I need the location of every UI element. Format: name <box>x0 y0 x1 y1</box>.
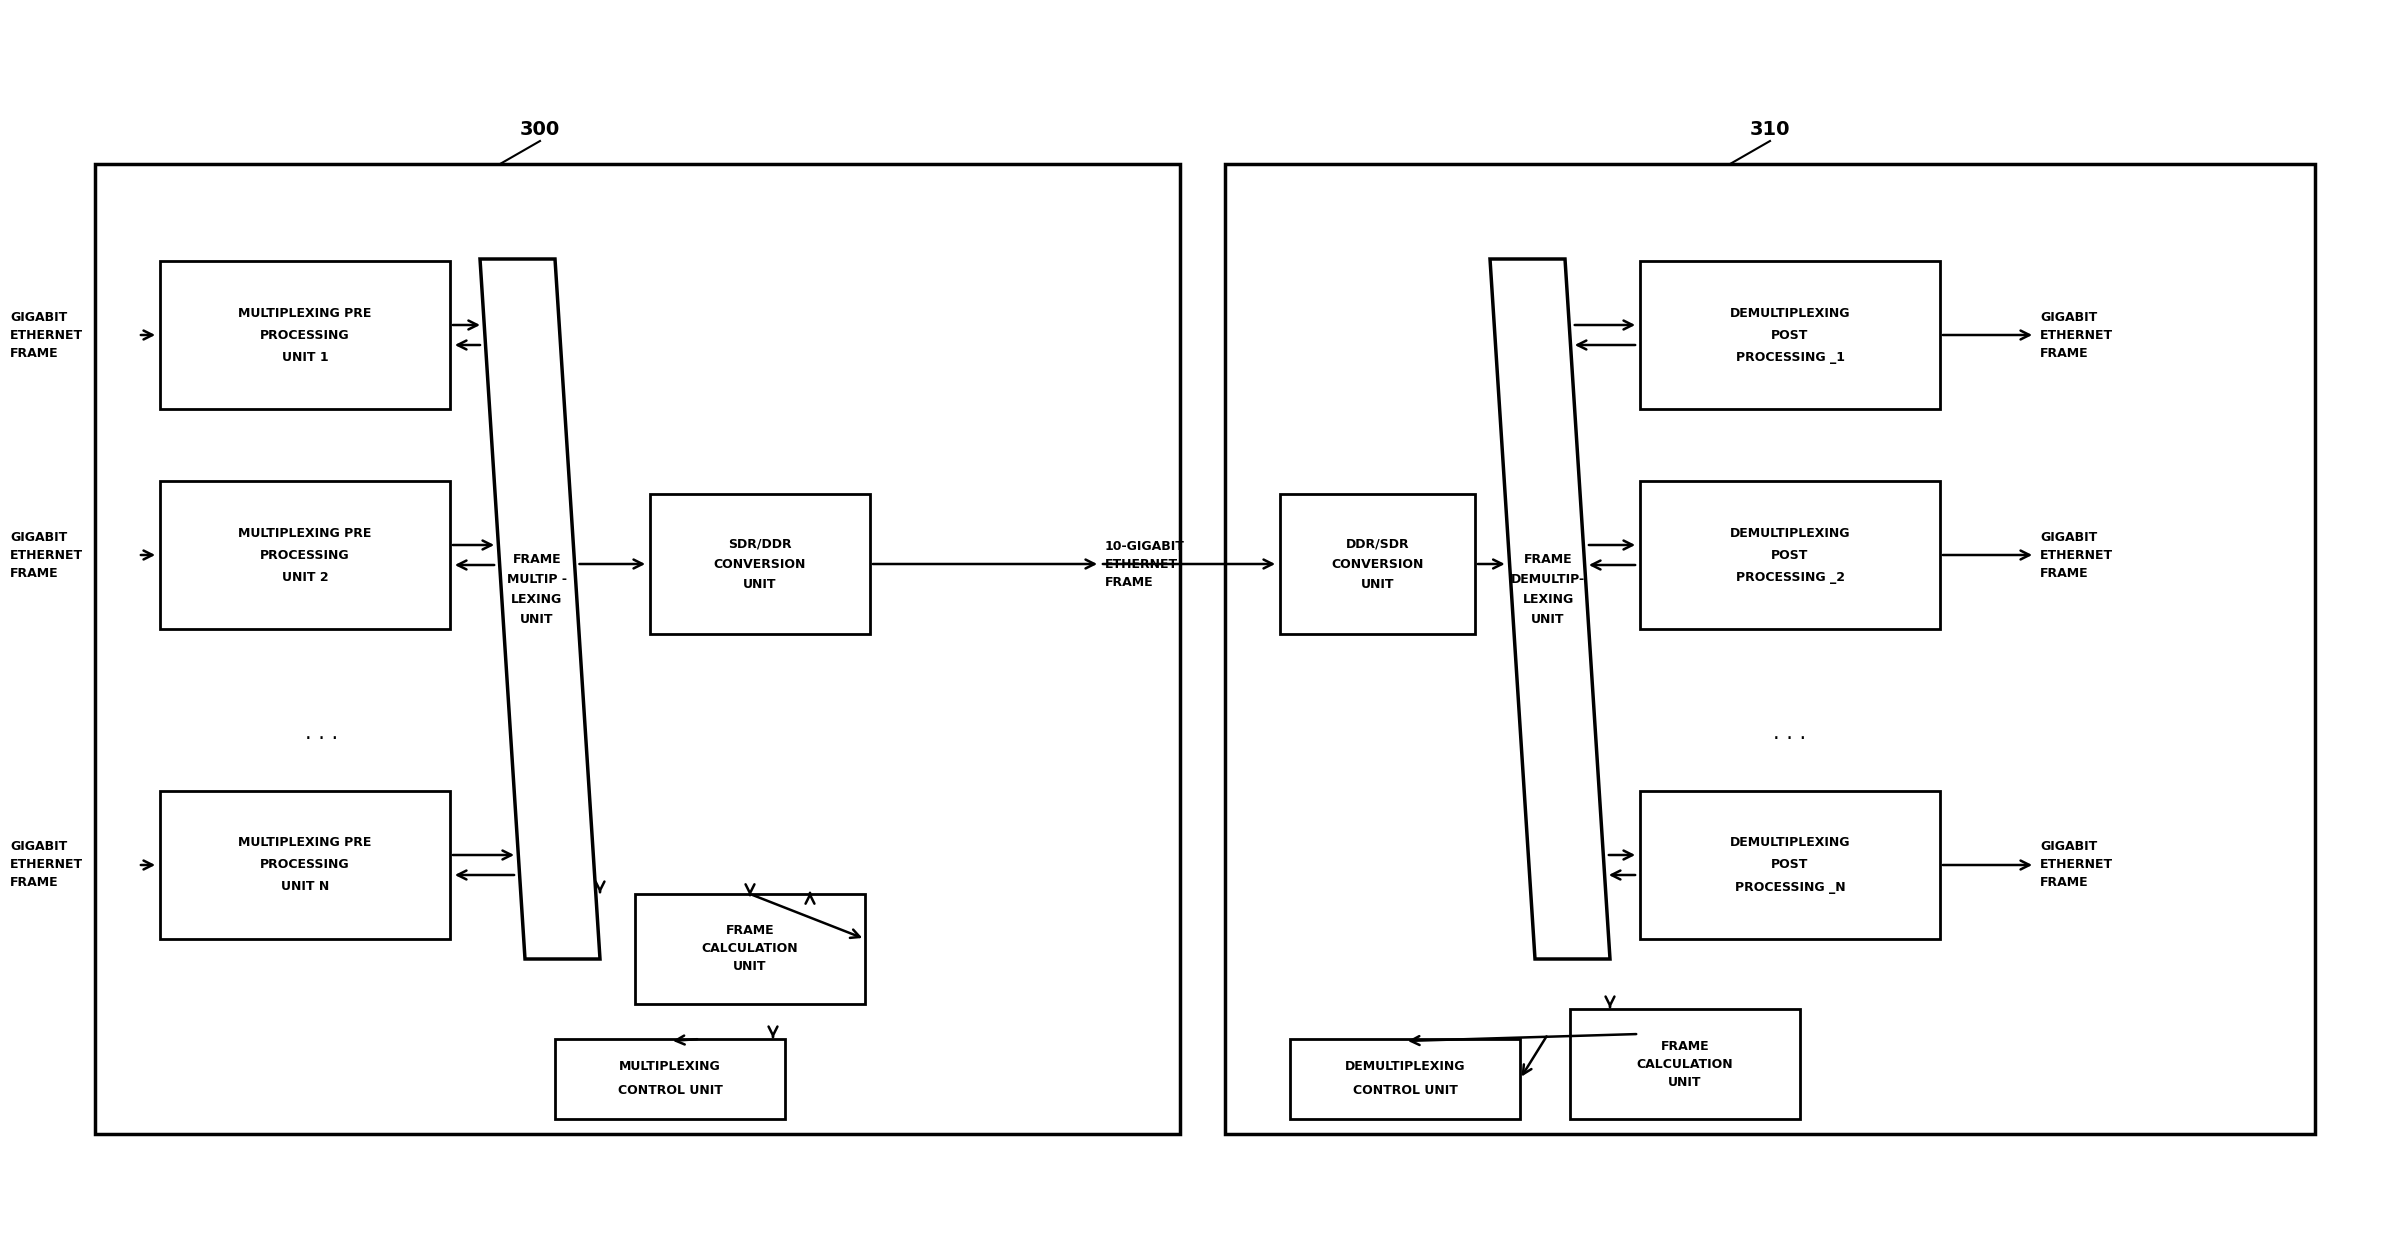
Text: MULTIPLEXING: MULTIPLEXING <box>618 1060 722 1073</box>
Text: FRAME: FRAME <box>2040 567 2088 580</box>
Text: FRAME: FRAME <box>10 567 58 580</box>
Text: DEMULTIPLEXING: DEMULTIPLEXING <box>1730 306 1850 320</box>
Bar <box>556 1039 784 1119</box>
Text: 300: 300 <box>520 120 561 139</box>
Text: PROCESSING _N: PROCESSING _N <box>1735 881 1845 893</box>
Text: · · ·: · · · <box>306 729 339 749</box>
Bar <box>1225 164 2315 1134</box>
Text: PROCESSING _1: PROCESSING _1 <box>1735 351 1845 363</box>
Bar <box>94 164 1179 1134</box>
Text: POST: POST <box>1771 548 1809 562</box>
Text: FRAME: FRAME <box>10 346 58 360</box>
Text: POST: POST <box>1771 328 1809 341</box>
Text: CONTROL UNIT: CONTROL UNIT <box>618 1084 722 1098</box>
Text: 10-GIGABIT: 10-GIGABIT <box>1104 540 1184 552</box>
Text: LEXING: LEXING <box>512 592 563 606</box>
Text: FRAME: FRAME <box>512 552 561 566</box>
Text: · · ·: · · · <box>1773 729 1807 749</box>
Bar <box>161 791 450 939</box>
Text: UNIT: UNIT <box>1362 577 1393 591</box>
Text: ETHERNET: ETHERNET <box>10 858 84 872</box>
Text: UNIT: UNIT <box>520 612 553 626</box>
Text: DEMULTIP-: DEMULTIP- <box>1511 572 1586 586</box>
Bar <box>1280 495 1475 634</box>
Text: UNIT 2: UNIT 2 <box>282 571 327 583</box>
Text: POST: POST <box>1771 858 1809 872</box>
Text: 310: 310 <box>1749 120 1790 139</box>
Text: ETHERNET: ETHERNET <box>1104 557 1179 571</box>
Text: UNIT N: UNIT N <box>282 881 330 893</box>
Bar <box>161 261 450 408</box>
Text: FRAME: FRAME <box>727 924 775 938</box>
Bar <box>1641 791 1939 939</box>
Text: ETHERNET: ETHERNET <box>10 328 84 341</box>
Text: CONVERSION: CONVERSION <box>1331 557 1424 571</box>
Text: MULTIPLEXING PRE: MULTIPLEXING PRE <box>238 527 371 540</box>
Text: PROCESSING: PROCESSING <box>260 548 349 562</box>
Text: FRAME: FRAME <box>1523 552 1571 566</box>
Text: CALCULATION: CALCULATION <box>1636 1058 1732 1070</box>
Text: GIGABIT: GIGABIT <box>2040 531 2098 543</box>
Text: ETHERNET: ETHERNET <box>2040 328 2112 341</box>
Text: UNIT 1: UNIT 1 <box>282 351 327 363</box>
Text: DEMULTIPLEXING: DEMULTIPLEXING <box>1345 1060 1465 1073</box>
Bar <box>1290 1039 1521 1119</box>
Text: LEXING: LEXING <box>1523 592 1574 606</box>
Text: ETHERNET: ETHERNET <box>2040 548 2112 562</box>
Text: MULTIP -: MULTIP - <box>508 572 568 586</box>
Bar <box>1641 261 1939 408</box>
Bar <box>635 894 866 1004</box>
Text: FRAME: FRAME <box>1660 1039 1708 1053</box>
Polygon shape <box>481 259 599 959</box>
Text: GIGABIT: GIGABIT <box>2040 311 2098 323</box>
Text: UNIT: UNIT <box>1530 612 1564 626</box>
Text: GIGABIT: GIGABIT <box>10 531 67 543</box>
Text: UNIT: UNIT <box>734 960 768 973</box>
Text: ETHERNET: ETHERNET <box>2040 858 2112 872</box>
Text: PROCESSING: PROCESSING <box>260 328 349 341</box>
Polygon shape <box>1489 259 1610 959</box>
Text: ETHERNET: ETHERNET <box>10 548 84 562</box>
Text: FRAME: FRAME <box>2040 877 2088 889</box>
Text: GIGABIT: GIGABIT <box>10 311 67 323</box>
Text: PROCESSING _2: PROCESSING _2 <box>1735 571 1845 583</box>
Bar <box>650 495 871 634</box>
Text: GIGABIT: GIGABIT <box>2040 841 2098 853</box>
Text: CONTROL UNIT: CONTROL UNIT <box>1352 1084 1458 1098</box>
Bar <box>161 481 450 629</box>
Text: FRAME: FRAME <box>1104 576 1152 588</box>
Text: FRAME: FRAME <box>2040 346 2088 360</box>
Text: PROCESSING: PROCESSING <box>260 858 349 872</box>
Text: FRAME: FRAME <box>10 877 58 889</box>
Text: DEMULTIPLEXING: DEMULTIPLEXING <box>1730 527 1850 540</box>
Text: SDR/DDR: SDR/DDR <box>729 537 792 551</box>
Text: UNIT: UNIT <box>743 577 777 591</box>
Bar <box>1571 1009 1800 1119</box>
Text: CONVERSION: CONVERSION <box>715 557 806 571</box>
Bar <box>1641 481 1939 629</box>
Text: GIGABIT: GIGABIT <box>10 841 67 853</box>
Text: DDR/SDR: DDR/SDR <box>1345 537 1410 551</box>
Text: MULTIPLEXING PRE: MULTIPLEXING PRE <box>238 306 371 320</box>
Text: DEMULTIPLEXING: DEMULTIPLEXING <box>1730 837 1850 849</box>
Text: UNIT: UNIT <box>1667 1075 1701 1088</box>
Text: CALCULATION: CALCULATION <box>703 943 799 955</box>
Text: MULTIPLEXING PRE: MULTIPLEXING PRE <box>238 837 371 849</box>
